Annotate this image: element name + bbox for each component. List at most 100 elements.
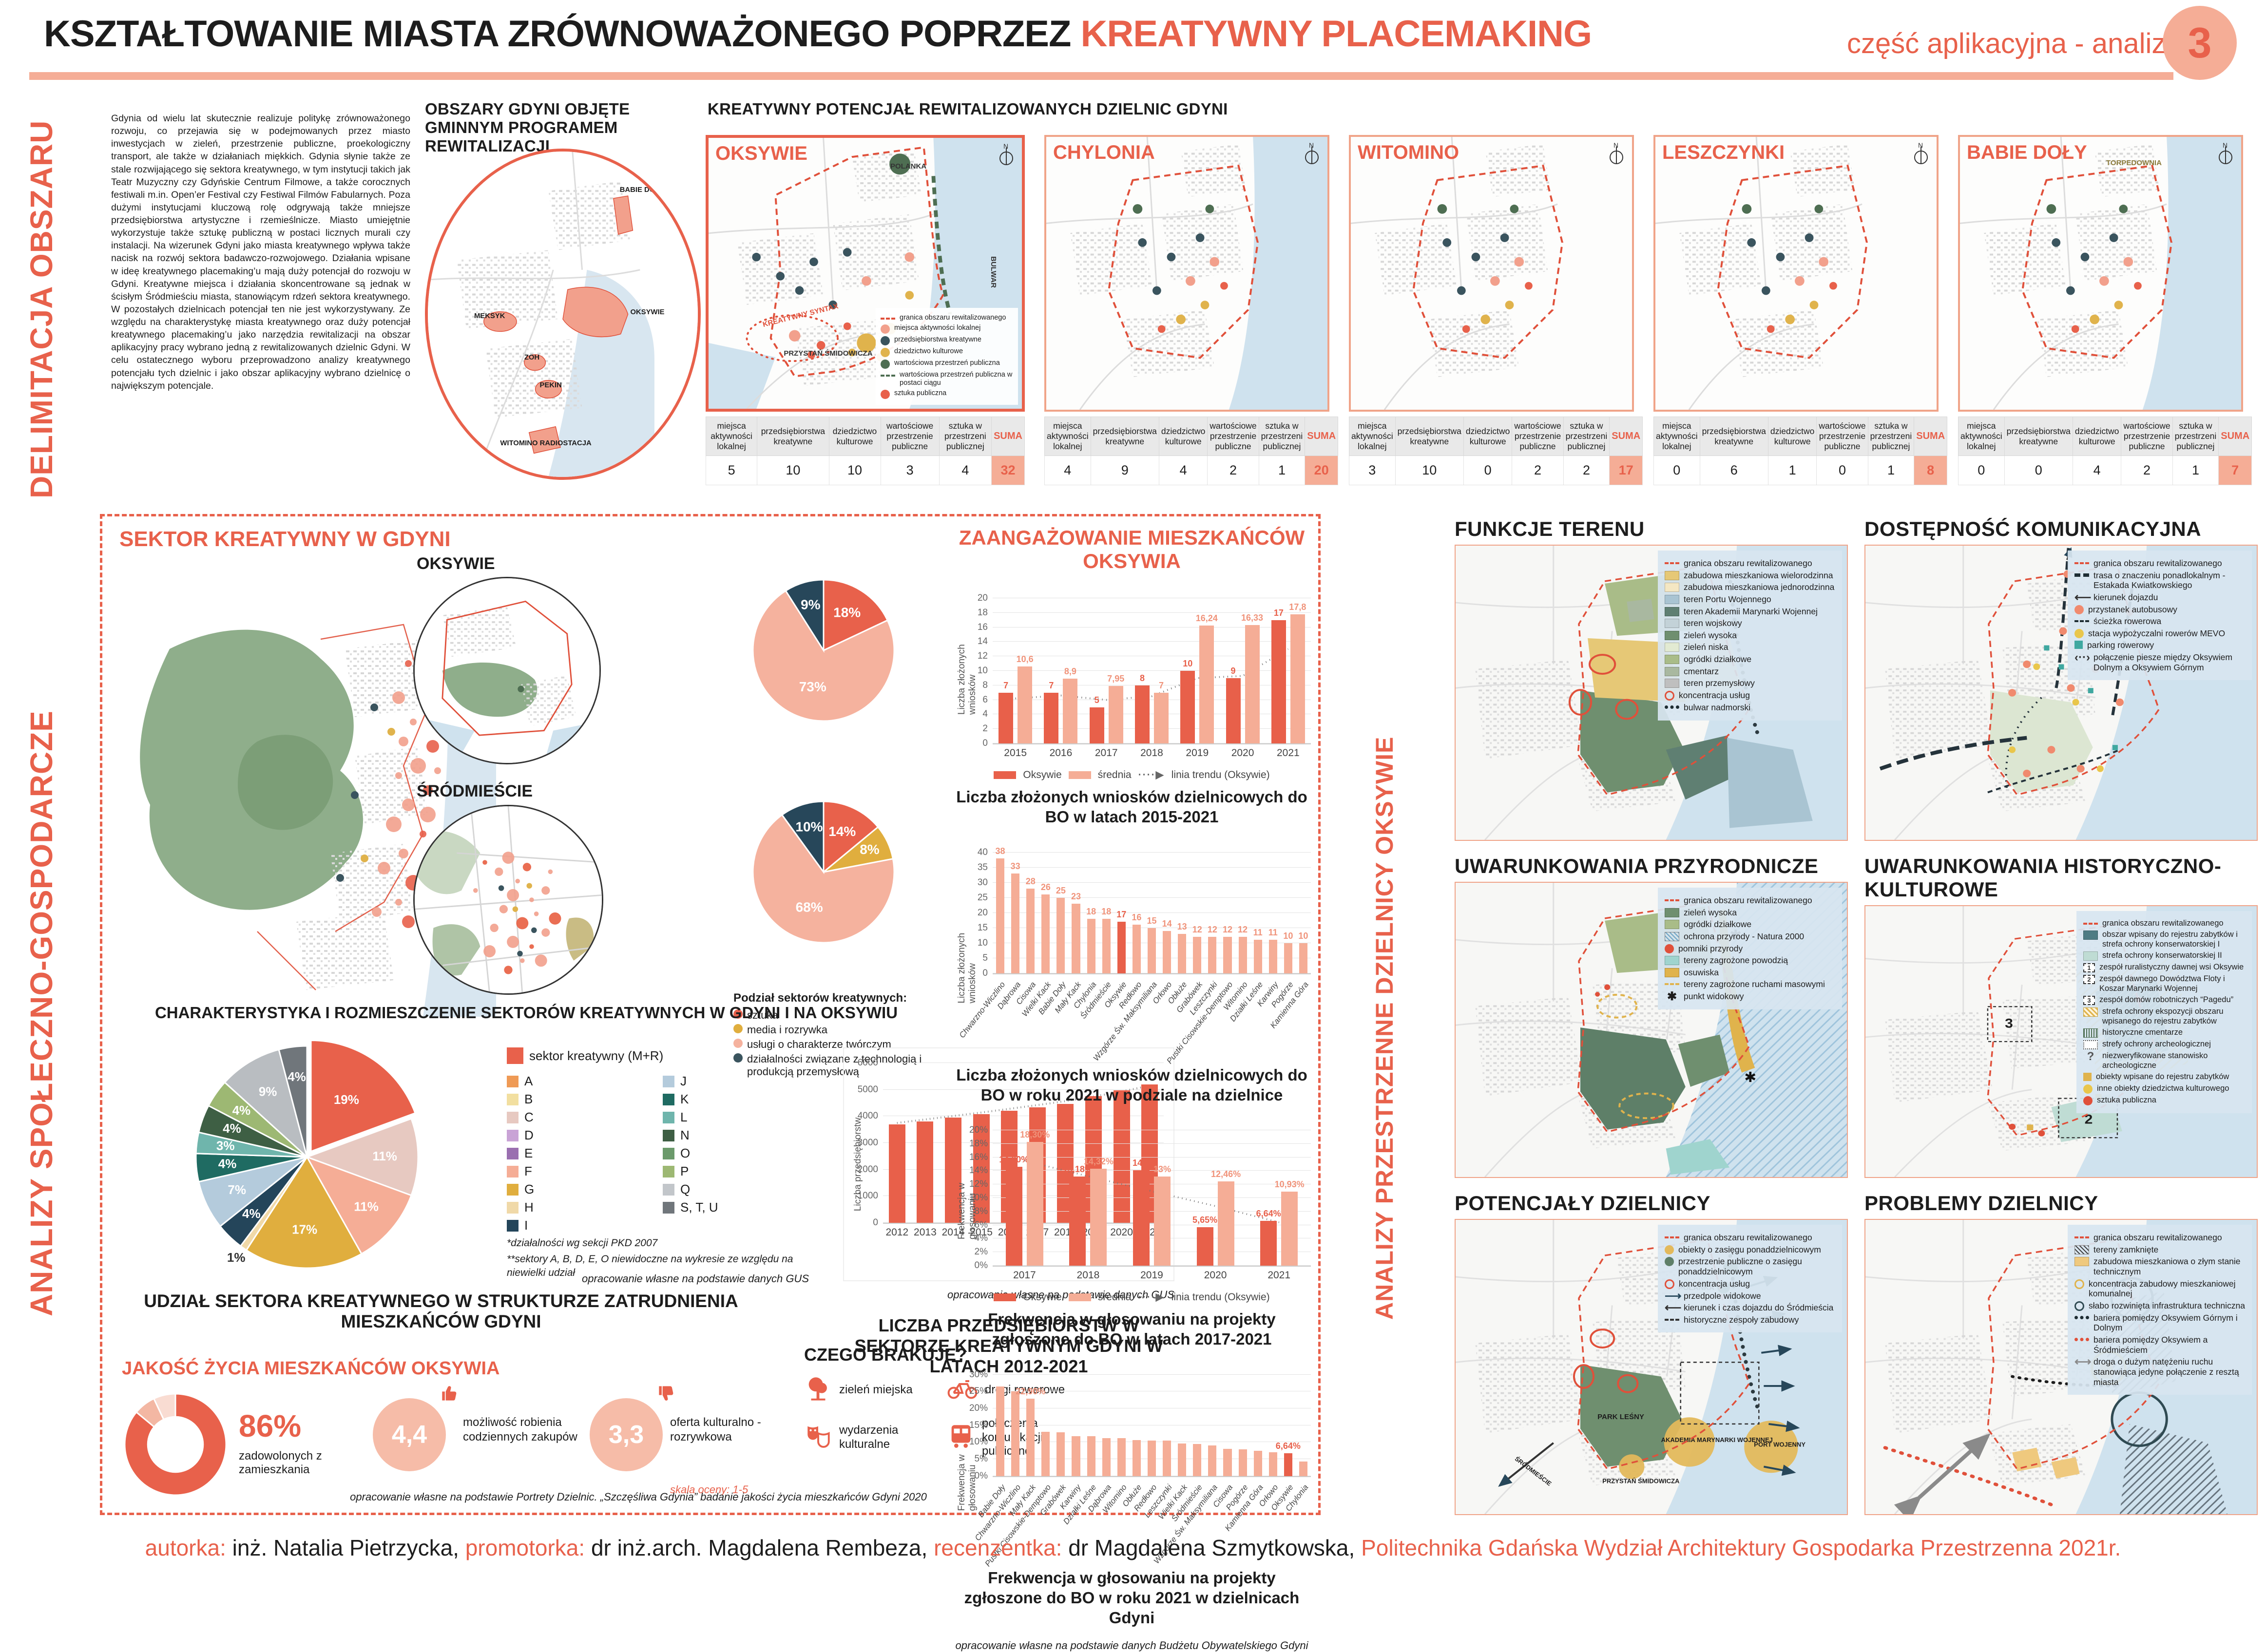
svg-text:9%: 9%: [259, 1084, 277, 1099]
sector-letter: G: [507, 1182, 643, 1197]
card-oksywie: OKSYWIE N POLANKA BULWAR PRZYSTAŃ ŚMIDOW…: [706, 135, 1025, 485]
svg-text:4%: 4%: [232, 1103, 251, 1118]
legend-item: zieleń wysoka: [1665, 908, 1835, 918]
svg-text:3%: 3%: [216, 1138, 235, 1153]
district-cards: OKSYWIE N POLANKA BULWAR PRZYSTAŃ ŚMIDOW…: [706, 135, 2243, 485]
legend-item: teren wojskowy: [1665, 618, 1835, 628]
credit-role: recenzentka:: [934, 1535, 1068, 1560]
card-babiedoly: BABIE DOŁY N TORPEDOWNIA miejsca aktywno…: [1958, 135, 2243, 485]
charakterystyka-title: CHARAKTERYSTYKA I ROZMIESZCZENIE SEKTORÓ…: [117, 1004, 936, 1022]
legend-item: granica obszaru rewitalizowanego: [1665, 558, 1835, 569]
donut-86: [122, 1391, 229, 1498]
sector-letter: N: [663, 1128, 799, 1143]
legend-item: przedsiębiorstwa kreatywne: [881, 336, 1013, 345]
poster-root: KSZTAŁTOWANIE MIASTA ZRÓWNOWAŻONEGO POPR…: [0, 0, 2266, 1586]
card-map-canvas: [1046, 137, 1327, 410]
thumb-down-icon: [655, 1383, 677, 1406]
card-map-canvas: [1960, 137, 2241, 410]
map-label: PRZYSTAŃ ŚMIDOWICZA: [784, 349, 872, 358]
credit-name: dr Magdalena Szmytkowska,: [1068, 1535, 1361, 1560]
big-sector-pie: 19%11%11%17%1%4%7%4%3%4%4%9%4%: [112, 1035, 502, 1279]
sector-letter: I: [507, 1218, 643, 1233]
czego-title: CZEGO BRAKUJE?: [804, 1345, 967, 1365]
legend-item: słabo rozwinięta infrastruktura technicz…: [2074, 1301, 2245, 1311]
legend-item: zieleń niska: [1665, 642, 1835, 652]
svg-text:4%: 4%: [218, 1157, 237, 1171]
legend-item: wartościowa przestrzeń publiczna: [881, 359, 1013, 369]
legend-item: teren Portu Wojennego: [1665, 594, 1835, 605]
zaangazowanie-title: ZAANGAŻOWANIE MIESZKAŃCÓW OKSYWIA: [948, 526, 1316, 573]
inset-srodmiescie-label: ŚRÓDMIEŚCIE: [417, 782, 533, 801]
sector-letter: H: [507, 1200, 643, 1215]
sector-letter: K: [663, 1092, 799, 1107]
svg-text:17%: 17%: [292, 1222, 317, 1236]
legend-item: sztuka publiczna: [881, 389, 1013, 399]
legend-item: historyczne zespoły zabudowy: [1665, 1315, 1835, 1325]
inset-oksywie-label: OKSYWIE: [417, 554, 495, 573]
legend-item: obiekty wpisane do rejestru zabytków: [2083, 1072, 2245, 1082]
header-rule: [29, 72, 2173, 80]
score-kultura: 3,3: [590, 1398, 663, 1471]
svg-text:✱: ✱: [1744, 1070, 1756, 1086]
sector-letter: B: [507, 1092, 643, 1107]
svg-text:PRZYSTAŃ ŚMIDOWICZA: PRZYSTAŃ ŚMIDOWICZA: [1602, 1478, 1679, 1485]
svg-text:PARK LEŚNY: PARK LEŚNY: [1597, 1412, 1644, 1421]
delimitacja-side-label: DELIMITACJA OBSZARU: [23, 119, 59, 499]
legend-item: zabudowa mieszkaniowa wielorodzinna: [1665, 570, 1835, 581]
sector-letter: Q: [663, 1182, 799, 1197]
svg-text:9%: 9%: [801, 597, 821, 612]
legend-item: bariera pomiędzy Oksywiem a Śródmieściem: [2074, 1335, 2245, 1355]
sector-letter: C: [507, 1110, 643, 1125]
score-zakupy-label: możliwość robienia codziennych zakupów: [463, 1415, 590, 1444]
svg-text:N: N: [1918, 142, 1923, 149]
legend-item: osuwiska: [1665, 968, 1835, 978]
inset-oksywie-map: [413, 577, 601, 764]
legend-item: bulwar nadmorski: [1665, 703, 1835, 713]
legend-item: trasa o znaczeniu ponadlokalnym - Estaka…: [2074, 570, 2245, 590]
legend-item: teren Akademii Marynarki Wojennej: [1665, 607, 1835, 617]
svg-text:MEKSYK: MEKSYK: [474, 312, 505, 320]
legend-item: obiekty o zasięgu ponaddzielnicowym: [1665, 1245, 1835, 1255]
panel-historyczne: UWARUNKOWANIA HISTORYCZNO-KULTUROWE 1 2 …: [1864, 854, 2258, 1178]
mr-swatch: [507, 1047, 523, 1064]
svg-text:N: N: [1309, 142, 1314, 149]
rewitalizacja-map-title: OBSZARY GDYNI OBJĘTE GMINNYM PROGRAMEM R…: [425, 100, 708, 155]
card-leszczynki-map: LESZCZYNKI N: [1653, 135, 1939, 412]
section-delimitacja: DELIMITACJA OBSZARU Gdynia od wielu lat …: [0, 90, 2266, 509]
pie-srodmiescie: 14%8%68%10%: [726, 789, 921, 955]
legend-item: ogródki działkowe: [1665, 654, 1835, 665]
page-title-accent: KREATYWNY PLACEMAKING: [1081, 13, 1592, 55]
czego-zielen: zieleń miejska: [804, 1374, 934, 1406]
legend-item: ?niezweryfikowane stanowisko archeologic…: [2083, 1051, 2245, 1070]
legend-item: inne obiekty dziedzictwa kulturowego: [2083, 1084, 2245, 1094]
svg-text:73%: 73%: [799, 679, 826, 694]
legend-item: granica obszaru rewitalizowanego: [2074, 558, 2245, 569]
legend-item: koncentracja usług: [1665, 690, 1835, 701]
legend-item: ogródki działkowe: [1665, 919, 1835, 930]
map-label: TORPEDOWNIA: [2106, 159, 2162, 167]
compass-icon: N: [997, 143, 1016, 171]
panel-problemy: PROBLEMY DZIELNICY granica obszaru rewit…: [1864, 1192, 2258, 1515]
card-name: WITOMINO: [1358, 142, 1459, 164]
card-babiedoly-map: BABIE DOŁY N TORPEDOWNIA: [1958, 135, 2243, 412]
legend-item: miejsca aktywności lokalnej: [881, 324, 1013, 334]
svg-text:OKSYWIE: OKSYWIE: [631, 308, 665, 316]
legend-item: strefa ochrony ekspozycji obszaru wpisan…: [2083, 1007, 2245, 1026]
svg-text:WITOMINO RADIOSTACJA: WITOMINO RADIOSTACJA: [500, 439, 591, 447]
credit-name: inż. Natalia Pietrzycka,: [232, 1535, 465, 1560]
legend-item: zieleń wysoka: [1665, 630, 1835, 641]
